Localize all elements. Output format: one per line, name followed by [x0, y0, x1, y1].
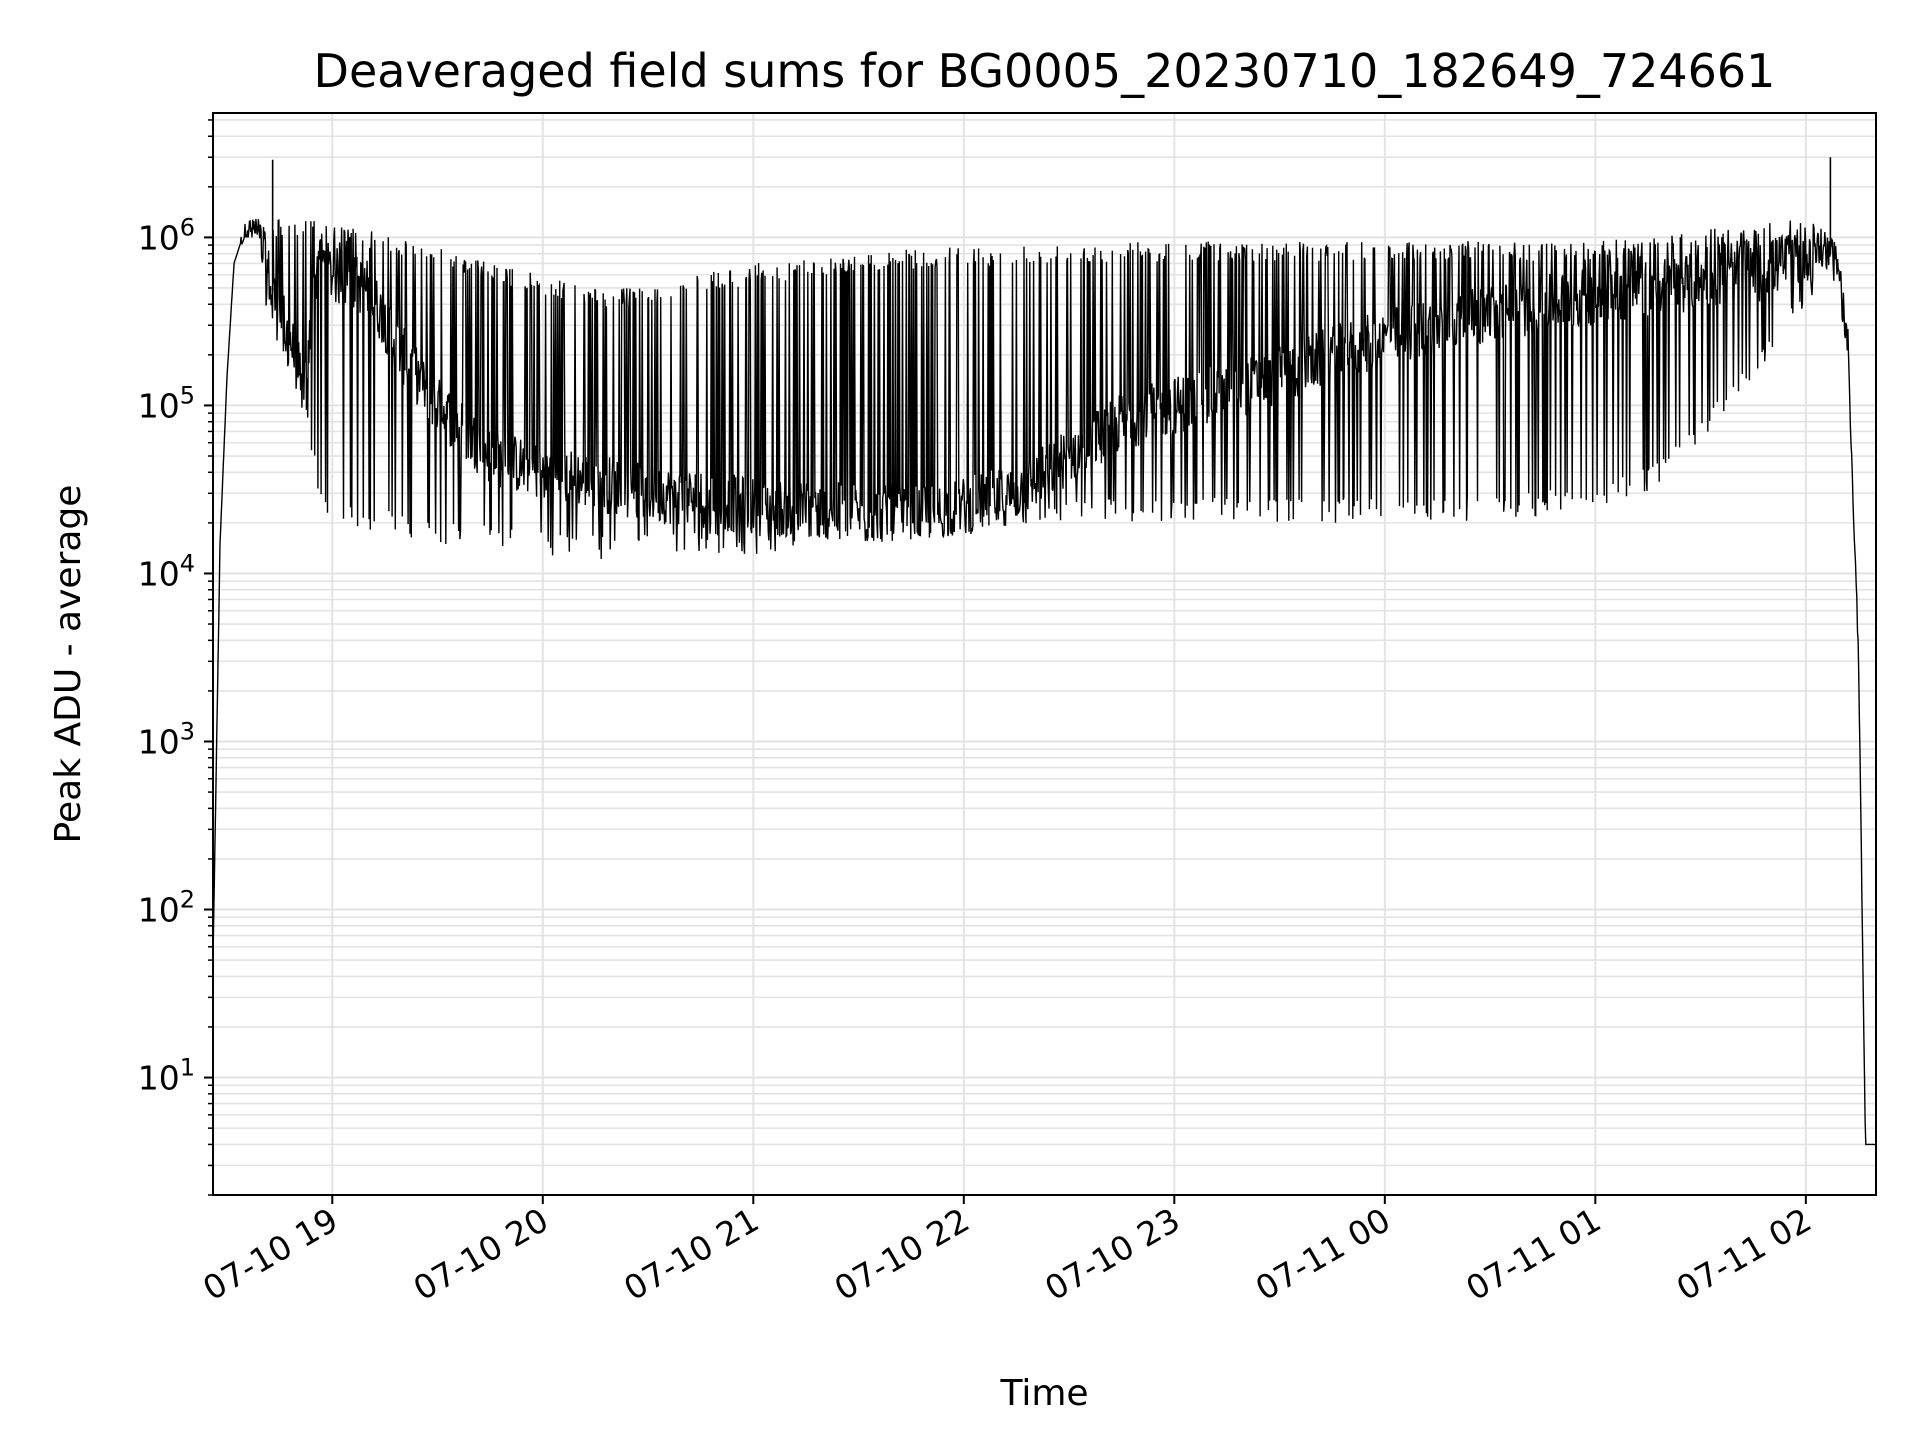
data-series — [212, 157, 1876, 1146]
chart-title: Deaveraged field sums for BG0005_2023071… — [314, 44, 1776, 98]
y-axis-label: Peak ADU - average — [48, 485, 89, 844]
plot-frame — [212, 112, 1877, 1196]
grid — [213, 113, 1876, 1196]
y-tick-label: 106 — [138, 213, 195, 257]
x-axis-label: Time — [999, 1373, 1088, 1414]
y-tick-label: 101 — [138, 1054, 195, 1098]
y-tick-label: 105 — [138, 381, 195, 425]
y-tick-label: 102 — [138, 886, 195, 930]
y-tick-label: 103 — [138, 717, 195, 761]
y-tick-label: 104 — [138, 549, 195, 593]
series-line — [212, 218, 1876, 1146]
